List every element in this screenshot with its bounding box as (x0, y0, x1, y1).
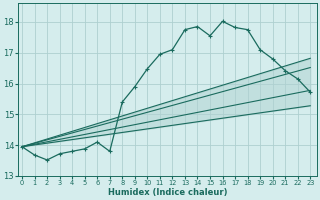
X-axis label: Humidex (Indice chaleur): Humidex (Indice chaleur) (108, 188, 227, 197)
